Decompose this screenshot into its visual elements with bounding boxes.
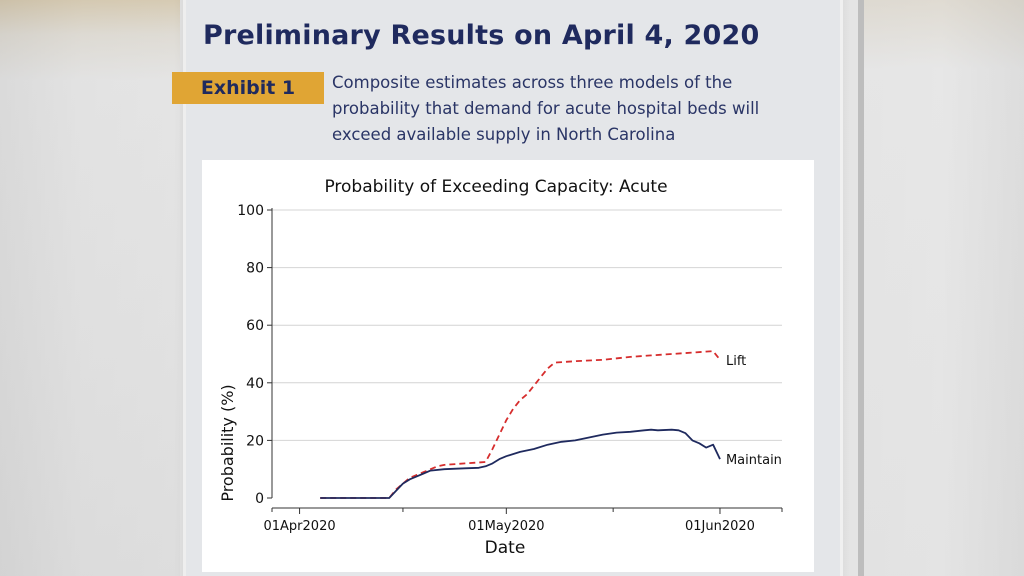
x-tick-label: 01May2020 xyxy=(468,519,545,534)
series-label-lift: Lift xyxy=(726,354,746,369)
chart-title: Probability of Exceeding Capacity: Acute xyxy=(324,177,667,197)
exhibit-badge: Exhibit 1 xyxy=(172,72,324,104)
y-tick-label: 40 xyxy=(246,376,264,392)
x-tick-label: 01Jun2020 xyxy=(685,519,755,534)
y-tick-label: 60 xyxy=(246,318,264,334)
y-axis-label: Probability (%) xyxy=(218,384,237,501)
y-tick-label: 20 xyxy=(246,433,264,449)
headline: Preliminary Results on April 4, 2020 xyxy=(203,20,760,51)
caption-line: probability that demand for acute hospit… xyxy=(332,99,760,118)
background-blur-left xyxy=(0,0,180,576)
grid xyxy=(272,209,782,441)
plot-panel: Probability of Exceeding Capacity: Acute… xyxy=(202,160,814,572)
x-axis-label: Date xyxy=(485,538,526,558)
x-tick-label: 01Apr2020 xyxy=(264,519,336,534)
axes: 0 20 40 60 80 100 01Apr2020 01May2020 01Jun2020 xyxy=(237,203,783,534)
line-chart: Probability of Exceeding Capacity: Acute… xyxy=(218,177,783,558)
series-line-lift xyxy=(320,350,721,499)
y-tick-label: 80 xyxy=(246,261,264,277)
series-label-maintain: Maintain xyxy=(726,453,782,468)
background-blur-right xyxy=(864,0,1024,576)
exhibit-caption: Composite estimates across three models … xyxy=(332,70,832,148)
frame-edge xyxy=(858,0,864,576)
y-tick-label: 0 xyxy=(255,491,264,507)
series-line-maintain xyxy=(320,428,721,499)
caption-line: Composite estimates across three models … xyxy=(332,73,733,92)
caption-line: exceed available supply in North Carolin… xyxy=(332,125,676,144)
series-group: Lift Maintain xyxy=(320,350,782,499)
y-tick-label: 100 xyxy=(237,203,264,219)
